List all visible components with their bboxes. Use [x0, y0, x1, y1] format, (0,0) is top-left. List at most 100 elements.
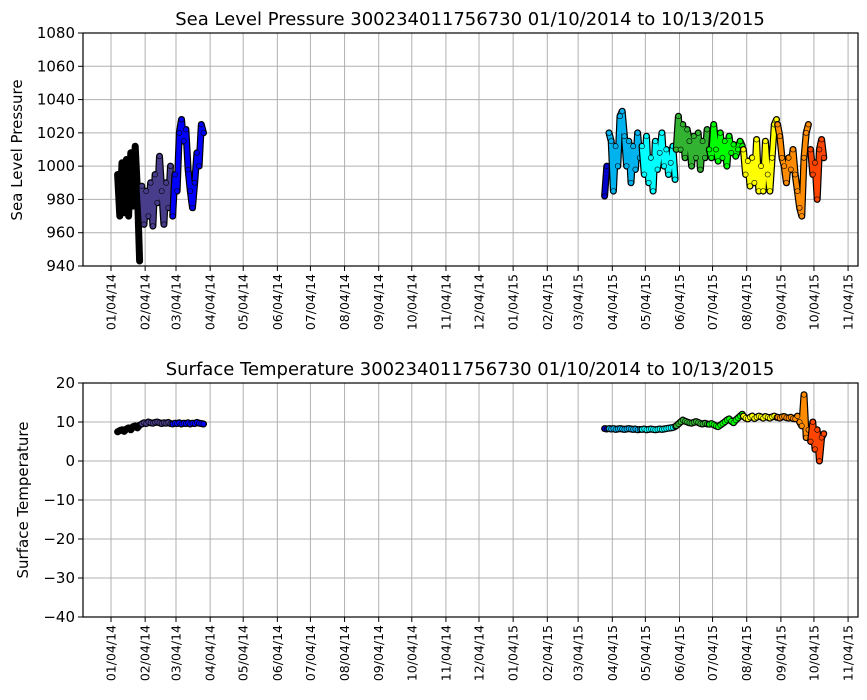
data-point — [717, 129, 724, 136]
y-tick-label: 20 — [56, 374, 75, 392]
data-point — [769, 154, 775, 161]
data-point — [695, 129, 702, 136]
x-tick-label: 07/04/15 — [705, 625, 720, 681]
x-tick-label: 03/04/14 — [168, 625, 183, 681]
data-point — [713, 146, 719, 153]
data-point — [787, 166, 794, 173]
x-tick-label: 06/04/15 — [672, 625, 687, 681]
y-tick-label: 1040 — [37, 91, 75, 109]
data-point — [661, 163, 667, 169]
data-point — [732, 153, 739, 160]
data-point — [774, 121, 781, 128]
data-point — [163, 179, 169, 186]
data-point — [171, 171, 178, 178]
x-tick-label: 08/04/14 — [337, 274, 352, 330]
data-point — [816, 146, 823, 153]
data-point — [143, 188, 150, 194]
data-point — [130, 203, 136, 209]
data-point — [801, 154, 807, 161]
data-series — [605, 425, 644, 434]
data-point — [114, 171, 121, 178]
y-tick-label: 1020 — [37, 124, 75, 142]
series-line — [602, 163, 610, 199]
data-point — [794, 188, 801, 194]
data-point — [645, 179, 652, 186]
x-tick-label: 04/04/14 — [203, 274, 218, 330]
data-point — [634, 129, 641, 136]
data-point — [781, 163, 788, 169]
data-series — [638, 423, 679, 434]
data-point — [119, 159, 125, 166]
y-tick-label: −30 — [43, 569, 75, 587]
data-point — [820, 154, 827, 161]
x-tick-label: 04/04/15 — [605, 274, 620, 330]
data-point — [724, 163, 730, 169]
data-series — [807, 136, 828, 203]
x-tick-label: 06/04/15 — [672, 274, 687, 330]
x-tick-label: 01/04/14 — [103, 625, 118, 681]
data-point — [715, 158, 721, 164]
data-series — [672, 112, 711, 173]
data-point — [794, 413, 801, 419]
data-point — [783, 179, 790, 186]
data-point — [641, 171, 648, 178]
data-point — [776, 133, 783, 140]
data-point — [191, 179, 198, 186]
y-tick-label: 0 — [65, 452, 75, 470]
data-point — [767, 188, 773, 194]
plot-title: Surface Temperature 300234011756730 01/1… — [166, 359, 775, 380]
data-point — [189, 204, 196, 211]
x-tick-label: 11/04/15 — [841, 274, 856, 330]
data-point — [180, 138, 187, 145]
data-point — [659, 129, 665, 136]
data-point — [728, 149, 735, 156]
y-tick-label: 1060 — [37, 57, 75, 75]
data-point — [812, 159, 818, 166]
y-axis-label: Surface Temperature — [14, 422, 32, 579]
y-tick-label: −10 — [43, 491, 75, 509]
x-tick-label: 08/04/15 — [739, 625, 754, 681]
data-point — [123, 156, 130, 163]
data-point — [702, 154, 708, 161]
data-point — [710, 121, 717, 128]
x-tick-label: 01/04/14 — [103, 274, 118, 330]
data-point — [809, 171, 816, 178]
data-point — [606, 129, 612, 136]
data-point — [758, 163, 764, 169]
data-point — [749, 154, 756, 161]
data-point — [753, 136, 760, 143]
x-tick-label: 02/04/14 — [138, 625, 153, 681]
x-tick-label: 05/04/14 — [236, 625, 251, 681]
y-axis-label: Sea Level Pressure — [8, 79, 26, 220]
y-tick-label: 1080 — [37, 24, 75, 42]
data-point — [704, 126, 710, 133]
data-series — [672, 416, 711, 430]
data-point — [167, 163, 174, 169]
data-point — [200, 421, 207, 427]
x-tick-label: 09/04/14 — [371, 625, 386, 681]
data-point — [149, 223, 156, 229]
data-point — [785, 154, 792, 161]
x-tick-label: 09/04/15 — [773, 274, 788, 330]
x-tick-label: 12/04/14 — [471, 274, 486, 330]
x-tick-label: 04/04/15 — [605, 625, 620, 681]
x-tick-label: 04/04/14 — [203, 625, 218, 681]
data-point — [182, 126, 189, 133]
data-point — [196, 163, 202, 169]
data-point — [603, 163, 610, 169]
data-point — [735, 146, 741, 153]
data-point — [612, 143, 619, 150]
data-point — [121, 209, 128, 216]
data-point — [792, 171, 799, 178]
data-point — [796, 204, 803, 211]
data-point — [684, 126, 691, 133]
x-tick-label: 07/04/14 — [303, 625, 318, 681]
data-point — [807, 438, 814, 445]
data-point — [677, 146, 684, 153]
x-tick-label: 06/04/14 — [270, 625, 285, 681]
data-point — [693, 154, 699, 161]
data-point — [807, 146, 814, 153]
data-point — [176, 129, 183, 136]
data-point — [818, 136, 825, 143]
